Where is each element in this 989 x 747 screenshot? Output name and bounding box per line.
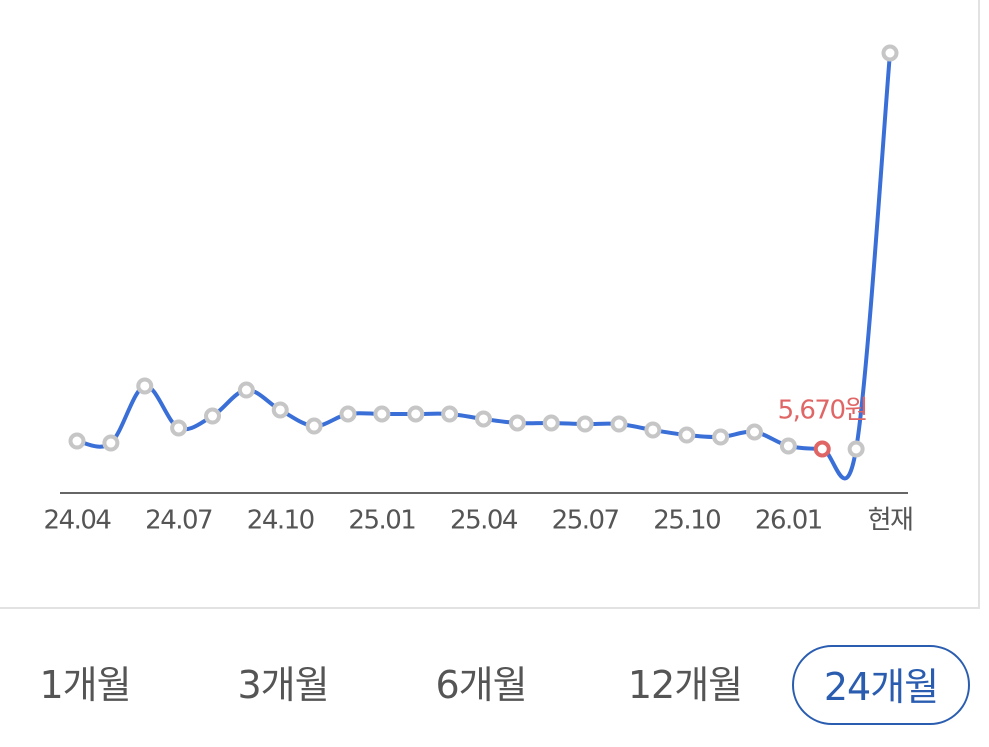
point — [746, 423, 763, 441]
point — [508, 414, 526, 432]
point — [102, 434, 120, 452]
point — [68, 432, 86, 450]
value-label: 5,670원 — [778, 396, 867, 426]
point — [881, 44, 899, 62]
point — [170, 419, 188, 437]
point — [779, 437, 797, 455]
period-tab[interactable]: 6개월 — [435, 663, 527, 707]
highlight-point — [813, 440, 831, 458]
period-tab[interactable]: 1개월 — [39, 663, 131, 707]
x-tick-label: 26.01 — [755, 506, 822, 536]
point — [204, 407, 221, 425]
x-tick-label: 25.01 — [348, 506, 415, 536]
chart: 24.04 24.07 24.10 25.01 25.04 25.07 25.10 26.01… — [0, 0, 980, 609]
point — [136, 377, 154, 395]
x-tick-label: 24.10 — [247, 506, 314, 536]
point — [339, 405, 357, 423]
point — [610, 415, 628, 433]
point — [475, 410, 492, 428]
point — [678, 426, 696, 444]
point — [847, 440, 865, 458]
point — [373, 405, 391, 423]
point — [237, 381, 255, 399]
point — [576, 415, 594, 433]
x-tick-label: 25.04 — [450, 506, 518, 536]
point — [305, 417, 323, 435]
point — [712, 428, 730, 446]
period-tab[interactable]: 3개월 — [237, 663, 329, 707]
x-tick-label: 24.07 — [145, 506, 212, 536]
period-tab[interactable]: 12개월 — [627, 663, 743, 707]
point — [441, 405, 459, 423]
point — [542, 414, 560, 432]
point — [407, 405, 425, 423]
x-tick-label: 24.04 — [44, 506, 112, 536]
x-tick-label: 25.10 — [653, 506, 720, 536]
x-tick-label: 현재 — [868, 506, 913, 536]
period-tab[interactable]: 24개월 — [792, 645, 970, 725]
point — [271, 401, 289, 419]
x-tick-label: 25.07 — [552, 506, 619, 536]
point — [644, 421, 662, 439]
